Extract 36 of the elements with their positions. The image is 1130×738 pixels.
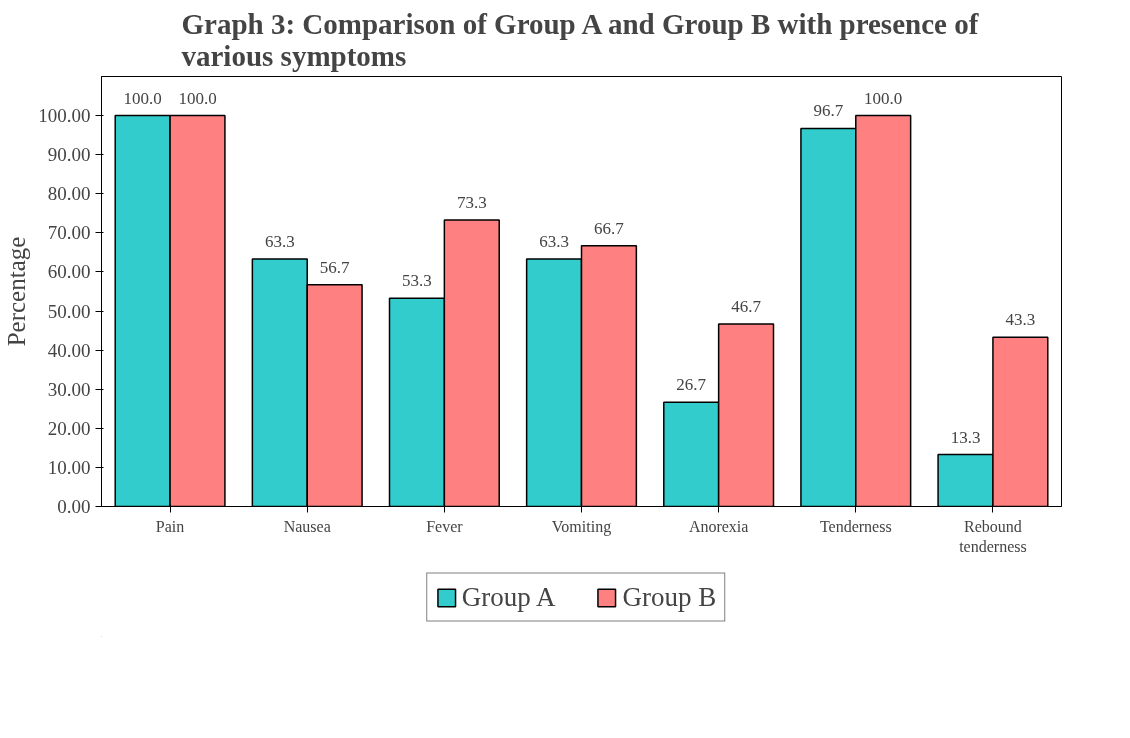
chart-title: Graph 3: Comparison of Group A and Group B with presence of various symptoms [181,7,979,72]
data-label: 66.7 [594,218,625,238]
legend-label: Group A [461,581,556,613]
y-tick-label: 100.00 [38,105,91,127]
data-label: 53.3 [402,271,432,291]
x-tick-label: Rebound tenderness [959,517,1027,555]
x-tick-label: Tenderness [819,517,892,535]
data-label: 73.3 [456,192,487,212]
data-label: 100.0 [864,88,903,108]
data-label: 43.3 [1005,310,1036,330]
x-tick-label: Anorexia [688,517,749,535]
x-tick-label: Vomiting [551,517,612,536]
x-tick-label: Nausea [283,517,331,535]
y-tick-label: 80.00 [47,183,91,205]
data-label: 56.7 [319,257,351,277]
x-tick-label: Pain [155,517,185,535]
data-label: 100.0 [178,88,217,108]
y-axis-title: Percentage [3,236,31,347]
y-tick-label: 30.00 [47,378,91,400]
data-label: 100.0 [123,88,162,108]
y-tick-label: 20.00 [47,417,91,439]
data-label: 26.7 [676,375,707,395]
y-tick-label: 50.00 [47,300,91,322]
x-tick-label: Fever [426,517,464,535]
y-tick-label: 90.00 [47,144,91,166]
y-tick-label: 70.00 [47,222,91,244]
data-label: 63.3 [264,232,295,252]
y-tick-label: 40.00 [47,339,91,361]
y-tick-label: 60.00 [47,261,91,283]
data-label: 63.3 [539,232,569,252]
data-label: 96.7 [813,101,844,121]
data-label: 46.7 [731,296,762,316]
y-tick-label: 0.00 [57,496,91,517]
data-label: 13.3 [950,427,981,447]
y-tick-label: 10.00 [47,456,91,478]
legend-label: Group B [622,581,717,613]
